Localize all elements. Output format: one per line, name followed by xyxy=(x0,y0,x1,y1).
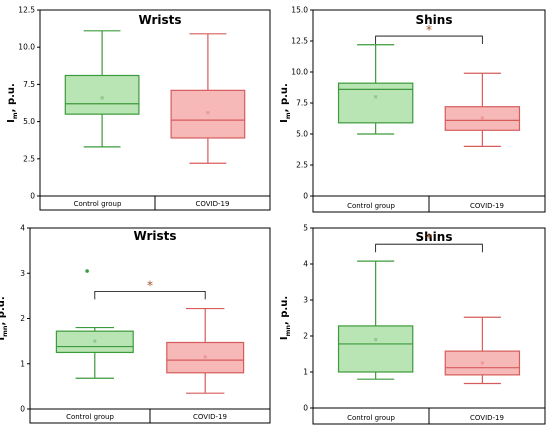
category-label: Control group xyxy=(74,200,122,208)
category-label: Control group xyxy=(66,413,114,421)
y-tick-label: 5.0 xyxy=(23,117,35,126)
significance-bracket: * xyxy=(375,23,483,45)
y-tick-label: 7.5 xyxy=(296,99,308,108)
category-label: Control group xyxy=(347,414,395,422)
box-control-group xyxy=(337,260,414,380)
chart-title: Wrists xyxy=(138,13,181,27)
y-tick-label: 2.5 xyxy=(296,161,308,170)
y-axis-label-subscript: mn xyxy=(1,325,9,337)
mean-marker xyxy=(374,95,378,99)
mean-marker xyxy=(374,338,378,342)
category-label: COVID-19 xyxy=(196,200,230,208)
mean-marker xyxy=(100,96,104,100)
y-tick-label: 3 xyxy=(20,269,25,278)
box-covid-19 xyxy=(170,33,246,164)
plot-frame xyxy=(29,227,271,424)
significance-star: * xyxy=(426,231,432,245)
y-tick-label: 5 xyxy=(303,224,308,233)
y-tick-label: 1 xyxy=(20,359,25,368)
y-axis-label-subscript: mn xyxy=(284,325,292,337)
category-label: COVID-19 xyxy=(470,202,504,210)
box-iqr xyxy=(166,341,245,374)
y-axis-label-unit: , p.u. xyxy=(279,296,290,325)
y-axis-label-main: I xyxy=(6,119,17,123)
y-tick-label: 5.0 xyxy=(296,130,308,139)
chart-title: Shins xyxy=(416,13,453,27)
y-tick-label: 0 xyxy=(303,404,308,413)
y-axis-label-main: I xyxy=(0,337,7,341)
y-axis-label-unit: , p.u. xyxy=(0,296,7,325)
box-iqr xyxy=(170,89,246,139)
y-axis-label-main: I xyxy=(279,336,290,340)
y-tick-label: 1 xyxy=(303,368,308,377)
box-covid-19 xyxy=(444,72,521,147)
significance-star: * xyxy=(147,278,153,292)
y-tick-label: 4 xyxy=(303,260,308,269)
box-control-group xyxy=(337,44,414,135)
category-label: COVID-19 xyxy=(470,414,504,422)
y-tick-label: 2.5 xyxy=(23,154,35,163)
significance-star: * xyxy=(426,23,432,37)
y-tick-label: 0 xyxy=(30,192,35,201)
box-control-group xyxy=(55,269,134,379)
y-tick-label: 4 xyxy=(20,224,25,233)
box-covid-19 xyxy=(166,307,245,394)
y-tick-label: 15.0 xyxy=(291,6,308,15)
y-axis-label-unit: , p.u. xyxy=(279,83,290,112)
y-axis-label-main: I xyxy=(279,119,290,123)
y-tick-label: 7.5 xyxy=(23,80,35,89)
mean-marker xyxy=(480,361,484,365)
y-axis-label: Imn, p.u. xyxy=(279,296,292,340)
box-iqr xyxy=(337,325,414,373)
mean-marker xyxy=(93,339,97,343)
bracket-line xyxy=(375,35,483,45)
y-axis-label: Im, p.u. xyxy=(6,83,19,123)
y-tick-label: 12.5 xyxy=(291,37,308,46)
y-axis-label-unit: , p.u. xyxy=(6,83,17,112)
chart-panel-3: 0 1 2 3 4 Imn, p.u. Wrists Control group COVID-1… xyxy=(0,224,271,424)
mean-marker xyxy=(480,116,484,120)
significance-bracket: * xyxy=(375,231,483,253)
bracket-line xyxy=(375,243,483,253)
y-axis-label: Imn, p.u. xyxy=(0,296,9,340)
box-control-group xyxy=(64,30,140,148)
y-tick-label: 0 xyxy=(303,192,308,201)
chart-panel-1: 0 2.5 5.0 7.5 10.0 12.5 Im, p.u. Wrists Control … xyxy=(6,6,271,211)
outlier-point xyxy=(85,269,89,273)
y-tick-label: 12.5 xyxy=(18,6,35,15)
y-axis-label-subscript: m xyxy=(284,112,292,119)
y-tick-label: 10.0 xyxy=(18,43,35,52)
bracket-line xyxy=(94,290,206,300)
significance-bracket: * xyxy=(94,278,206,300)
chart-title: Shins xyxy=(416,230,453,244)
mean-marker xyxy=(206,111,210,115)
chart-panel-4: 0 1 2 3 4 5 Imn, p.u. Shins Control group COVID-1… xyxy=(279,224,546,425)
category-label: COVID-19 xyxy=(193,413,227,421)
y-tick-label: 2 xyxy=(303,332,308,341)
category-label: Control group xyxy=(347,202,395,210)
chart-panel-2: 0 2.5 5.0 7.5 10.0 12.5 15.0 Im, p.u. Shins Contr… xyxy=(279,6,546,213)
mean-marker xyxy=(203,355,207,359)
y-axis-label-subscript: m xyxy=(11,112,19,119)
y-tick-label: 0 xyxy=(20,405,25,414)
y-tick-label: 10.0 xyxy=(291,68,308,77)
chart-title: Wrists xyxy=(133,229,176,243)
box-iqr xyxy=(444,106,521,131)
y-tick-label: 3 xyxy=(303,296,308,305)
box-iqr xyxy=(64,74,140,115)
box-covid-19 xyxy=(444,316,521,385)
box-iqr xyxy=(444,350,521,376)
y-axis-label: Im, p.u. xyxy=(279,83,292,123)
y-tick-label: 2 xyxy=(20,314,25,323)
